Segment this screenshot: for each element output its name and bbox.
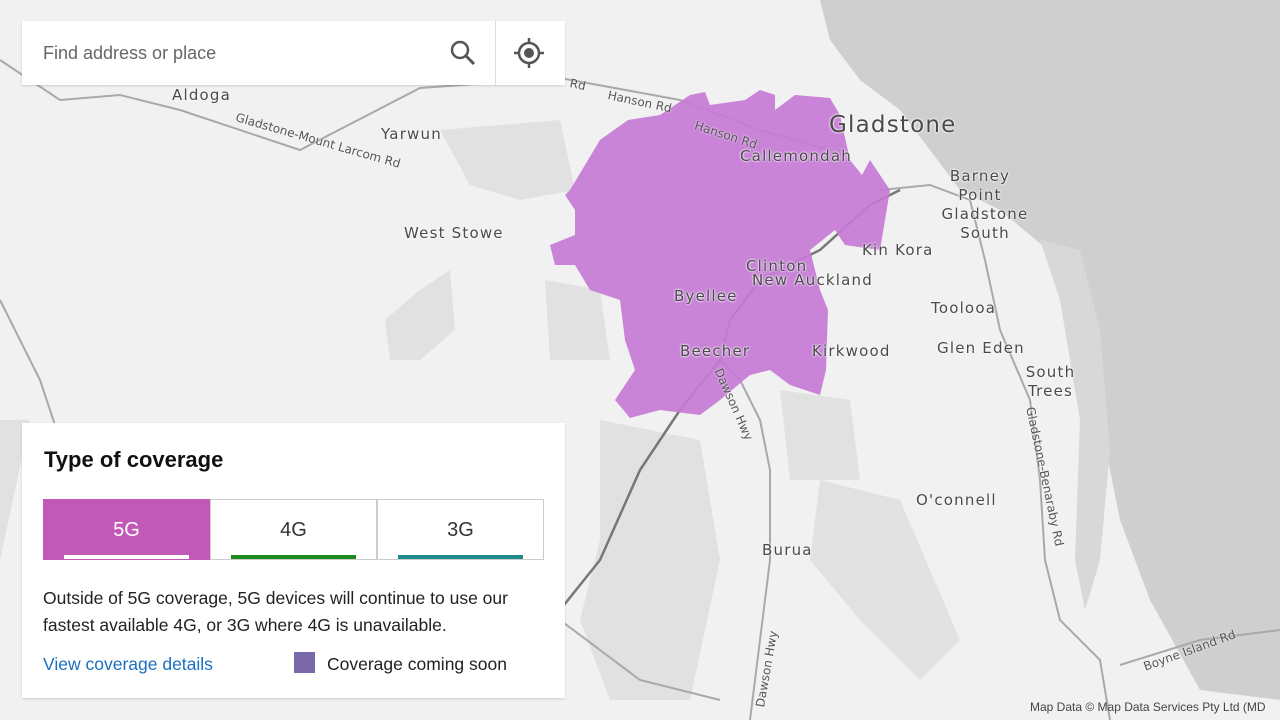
search-icon[interactable] bbox=[449, 39, 477, 67]
place-label: Byellee bbox=[674, 287, 738, 305]
place-label: South Trees bbox=[1025, 363, 1076, 400]
coverage-area bbox=[550, 90, 890, 418]
place-label: Gladstone South bbox=[941, 205, 1029, 242]
place-label: Aldoga bbox=[172, 86, 232, 104]
coverage-description: Outside of 5G coverage, 5G devices will … bbox=[43, 588, 508, 635]
search-placeholder[interactable]: Find address or place bbox=[43, 43, 217, 63]
place-label: Gladstone bbox=[829, 112, 957, 138]
panel-title: Type of coverage bbox=[44, 447, 224, 472]
place-label: West Stowe bbox=[404, 224, 504, 242]
legend: Coverage coming soon bbox=[294, 652, 507, 675]
place-label: Kirkwood bbox=[812, 342, 891, 360]
tab-4g[interactable]: 4G bbox=[210, 499, 377, 560]
coverage-panel: Type of coverage 5G 4G 3G Outside of 5G … bbox=[22, 423, 565, 698]
coverage-details-link[interactable]: View coverage details bbox=[43, 654, 213, 674]
place-label: New Auckland bbox=[752, 271, 873, 289]
locate-button[interactable] bbox=[513, 37, 545, 69]
legend-label: Coverage coming soon bbox=[327, 654, 507, 674]
legend-swatch bbox=[294, 652, 315, 673]
place-label: O'connell bbox=[916, 491, 997, 509]
place-label: Clinton bbox=[746, 257, 808, 275]
place-label: Callemondah bbox=[740, 147, 852, 165]
place-label: Barney Point bbox=[949, 167, 1011, 204]
place-label: Kin Kora bbox=[862, 241, 934, 259]
place-label: Beecher bbox=[680, 342, 751, 360]
map-attribution: Map Data © Map Data Services Pty Ltd (MD bbox=[1030, 700, 1266, 714]
place-label: Glen Eden bbox=[937, 339, 1025, 357]
road-label: Rd bbox=[568, 76, 588, 94]
tab-label[interactable]: 5G bbox=[113, 519, 140, 541]
tab-5g[interactable]: 5G bbox=[43, 499, 210, 560]
place-label: Toolooa bbox=[931, 299, 997, 317]
tab-3g[interactable]: 3G bbox=[377, 499, 544, 560]
tab-label[interactable]: 3G bbox=[447, 519, 474, 541]
place-label: Yarwun bbox=[381, 125, 442, 143]
place-label: Burua bbox=[762, 541, 813, 559]
tab-label[interactable]: 4G bbox=[280, 519, 307, 541]
coverage-tabs: 5G 4G 3G bbox=[43, 499, 544, 560]
search-bar[interactable]: Find address or place bbox=[22, 21, 565, 85]
